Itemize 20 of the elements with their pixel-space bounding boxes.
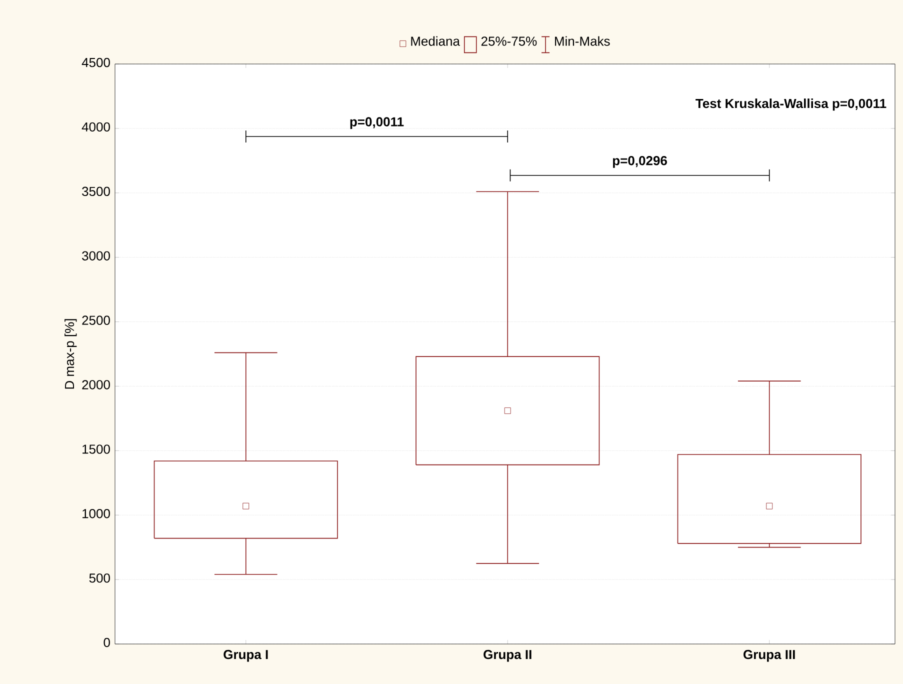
y-tick-label: 4500 — [82, 58, 110, 68]
y-tick-label: 3000 — [82, 251, 110, 260]
text: Mediana — [411, 36, 460, 46]
y-tick-label: 2000 — [82, 380, 110, 390]
y-tick-label: 2500 — [82, 316, 110, 325]
y-tick-label: 500 — [89, 573, 110, 583]
y-tick-label: 4000 — [82, 122, 110, 132]
text: Min-Maks — [555, 36, 610, 46]
y-tick-label: 1500 — [82, 444, 110, 454]
x-tick-label: Grupa II — [484, 650, 532, 662]
y-axis-title: D max-p [%] — [64, 319, 77, 389]
x-tick-label: Grupa III — [744, 650, 795, 662]
annotation: p=0,0011 — [350, 117, 404, 129]
annotation: p=0,0296 — [613, 156, 667, 168]
text: 25%-75% — [481, 36, 537, 46]
x-tick-label: Grupa I — [224, 650, 268, 662]
y-tick-label: 0 — [104, 638, 110, 648]
annotation: Test Kruskala-Wallisa p=0,0011 — [696, 98, 886, 111]
y-tick-label: 1000 — [82, 509, 110, 518]
y-tick-label: 3500 — [82, 186, 110, 196]
